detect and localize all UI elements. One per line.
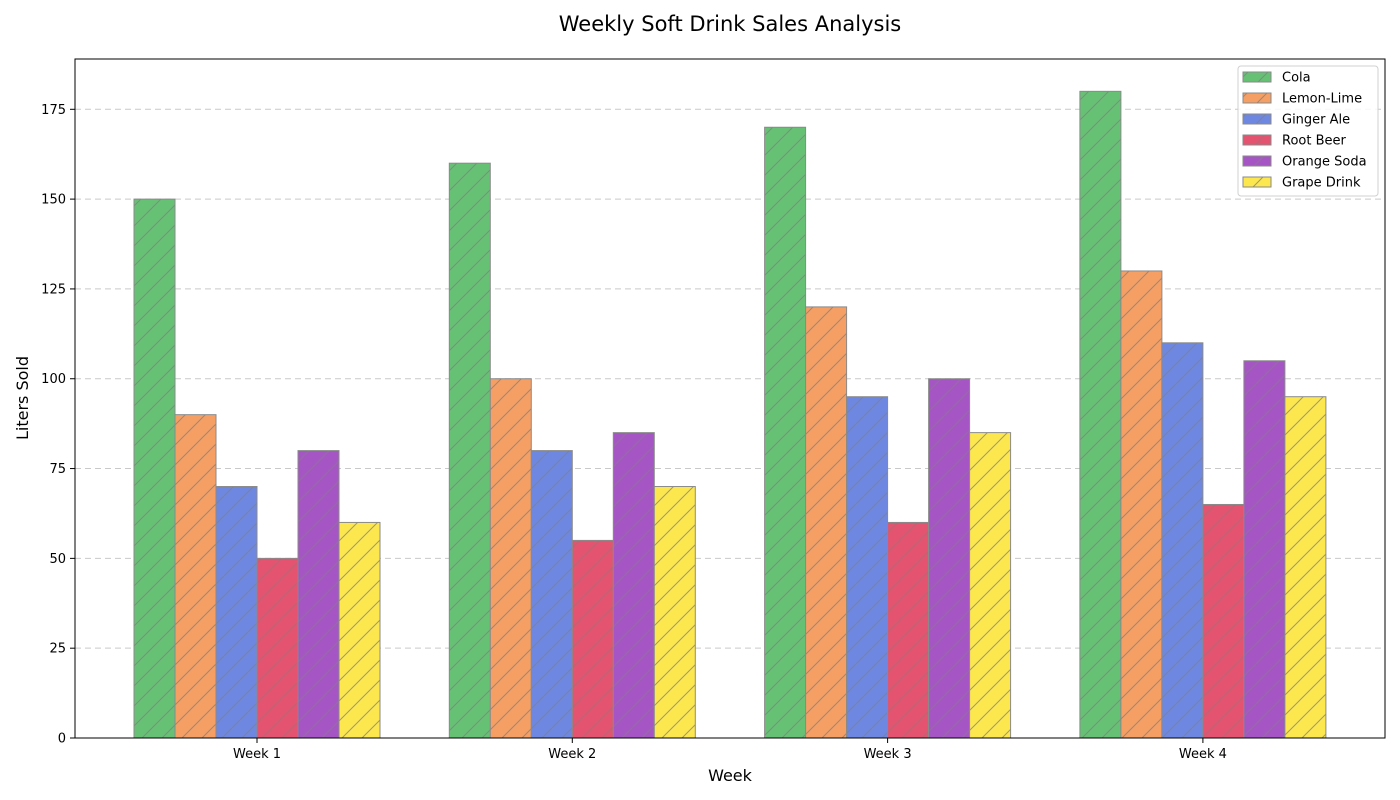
bar-ginger-ale-4: [1161, 342, 1204, 739]
y-tick-label: 150: [41, 193, 66, 208]
bar-root-beer-3: [887, 521, 930, 739]
bar-ginger-ale-3: [846, 396, 889, 739]
legend-box: [1237, 65, 1379, 197]
legend-swatch: [1242, 113, 1272, 125]
bar-ginger-ale-2: [530, 450, 573, 739]
bar-grape-drink-1: [338, 521, 381, 739]
bar-grape-drink-4: [1284, 396, 1327, 739]
bar-orange-soda-2: [612, 432, 655, 739]
bar-root-beer-4: [1202, 503, 1245, 739]
x-tick-label: Week 4: [1179, 747, 1227, 762]
bars: [133, 90, 1327, 739]
legend-label: Grape Drink: [1282, 176, 1361, 191]
legend-swatch: [1242, 71, 1272, 83]
legend-label: Lemon-Lime: [1282, 92, 1362, 107]
x-tick-label: Week 2: [548, 747, 596, 762]
y-tick-label: 75: [49, 462, 66, 477]
bar-lemon-lime-1: [174, 414, 217, 739]
bar-lemon-lime-4: [1120, 270, 1163, 739]
x-tick-label: Week 1: [233, 747, 281, 762]
y-tick-label: 100: [41, 372, 66, 387]
x-axis-ticks: Week 1 Week 2 Week 3 Week 4: [233, 738, 1227, 762]
legend-label: Ginger Ale: [1282, 113, 1350, 128]
bar-cola-4: [1079, 90, 1122, 739]
y-axis-label: Liters Sold: [13, 356, 32, 440]
legend-swatch: [1242, 155, 1272, 167]
bar-cola-2: [448, 162, 491, 739]
y-tick-label: 25: [49, 642, 66, 657]
legend-label: Root Beer: [1282, 134, 1347, 149]
bar-cola-3: [764, 126, 807, 739]
bar-orange-soda-1: [297, 450, 340, 739]
y-tick-label: 175: [41, 103, 66, 118]
x-axis-label: Week: [708, 766, 753, 785]
legend-swatch: [1242, 134, 1272, 146]
bar-root-beer-2: [571, 539, 614, 739]
bar-grape-drink-3: [969, 432, 1012, 739]
legend-label: Orange Soda: [1282, 155, 1367, 170]
bar-lemon-lime-2: [489, 378, 532, 739]
bar-lemon-lime-3: [805, 306, 848, 739]
bar-orange-soda-3: [928, 378, 971, 739]
bar-cola-1: [133, 198, 176, 739]
y-tick-label: 125: [41, 282, 66, 297]
bar-ginger-ale-1: [215, 486, 258, 739]
x-tick-label: Week 3: [864, 747, 912, 762]
y-tick-label: 0: [58, 732, 66, 747]
bar-root-beer-1: [256, 557, 299, 739]
plot-area: [74, 58, 1386, 739]
chart-title: Weekly Soft Drink Sales Analysis: [559, 12, 901, 36]
legend: Cola Lemon-Lime Ginger Ale Root Beer Orange …: [1237, 65, 1379, 197]
legend-label: Cola: [1282, 71, 1311, 86]
bar-grape-drink-2: [653, 486, 696, 739]
legend-swatch: [1242, 92, 1272, 104]
bar-orange-soda-4: [1243, 360, 1286, 739]
legend-swatch: [1242, 176, 1272, 188]
y-axis-ticks: 0 25 50 75 100 125 150 175: [41, 103, 75, 747]
y-tick-label: 50: [49, 552, 66, 567]
